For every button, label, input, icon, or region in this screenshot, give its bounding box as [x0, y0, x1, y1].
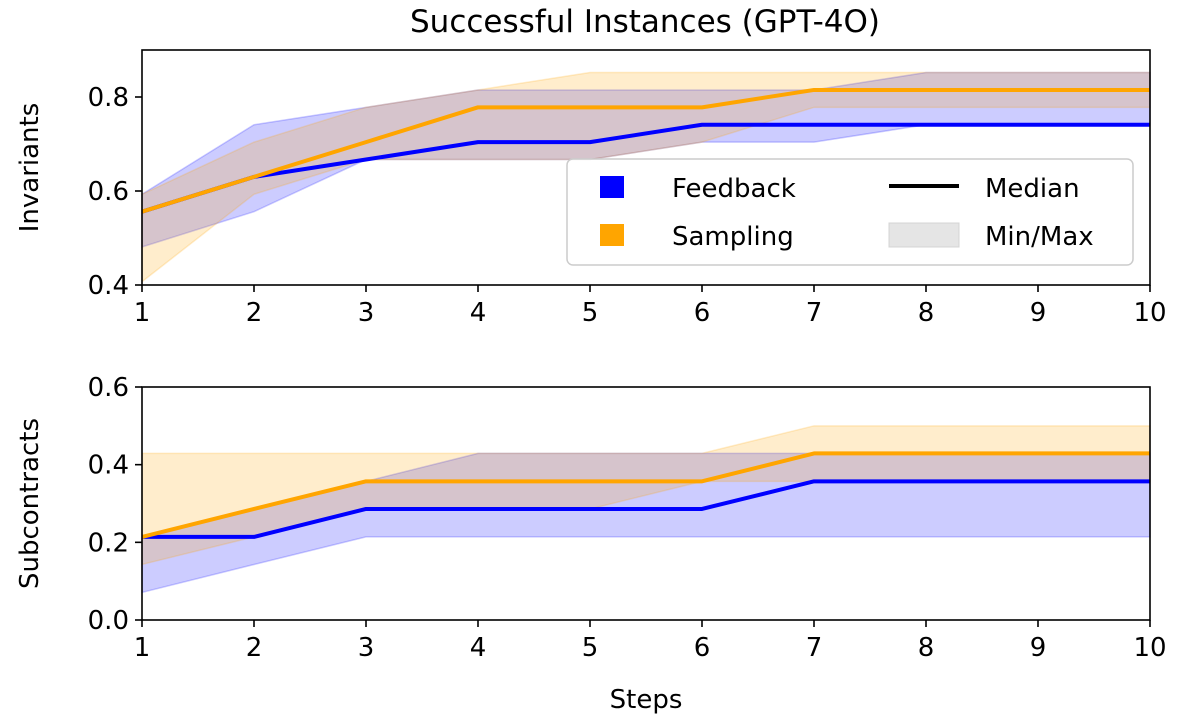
y-axis-label: Invariants	[15, 103, 45, 233]
y-tick-label: 0.2	[88, 528, 129, 558]
x-tick-label: 3	[358, 633, 375, 663]
legend-feedback-label: Feedback	[672, 174, 796, 204]
x-tick-label: 7	[806, 298, 823, 328]
y-axis-label: Subcontracts	[15, 418, 45, 589]
chart-title: Successful Instances (GPT-4O)	[410, 4, 880, 40]
x-tick-label: 1	[134, 298, 151, 328]
feedback-median-line	[141, 122, 1150, 214]
x-tick-label: 6	[694, 633, 711, 663]
legend-frame	[566, 158, 1134, 266]
x-tick-label: 5	[582, 633, 599, 663]
x-tick-label: 2	[246, 298, 263, 328]
axes-frame	[141, 386, 1151, 621]
x-tick-label: 7	[806, 633, 823, 663]
sampling-median-line	[141, 87, 1150, 214]
legend-minmax-label: Min/Max	[985, 222, 1094, 252]
legend-minmax-swatch	[888, 222, 960, 248]
x-tick-label: 5	[582, 298, 599, 328]
y-tick-label: 0.4	[88, 271, 129, 301]
legend-feedback-swatch	[600, 176, 624, 198]
legend: Feedback Sampling Median Min/Max	[566, 158, 1134, 266]
x-tick-label: 10	[1133, 633, 1166, 663]
legend-sampling-label: Sampling	[672, 222, 794, 252]
x-tick-label: 2	[246, 633, 263, 663]
legend-sampling-swatch	[600, 224, 624, 246]
x-tick-label: 8	[918, 298, 935, 328]
x-tick-label: 8	[918, 633, 935, 663]
x-tick-label: 3	[358, 298, 375, 328]
x-tick-label: 10	[1133, 298, 1166, 328]
x-axis-label: Steps	[610, 685, 683, 715]
x-tick-label: 9	[1030, 298, 1047, 328]
invariants-panel: 1 2 3 4 5 6 7 8 9 10 0.4 0.6 0.8 Invariants	[15, 49, 1167, 328]
legend-median-label: Median	[985, 174, 1080, 204]
x-tick-label: 9	[1030, 633, 1047, 663]
y-tick-label: 0.6	[88, 373, 129, 403]
x-tick-label: 6	[694, 298, 711, 328]
y-tick-label: 0.4	[88, 451, 129, 481]
x-tick-label: 1	[134, 633, 151, 663]
y-tick-label: 0.6	[88, 177, 129, 207]
feedback-median-line	[142, 479, 1150, 539]
subcontracts-panel: 1 2 3 4 5 6 7 8 9 10 0.0 0.2 0.4 0.6 Subcontracts Steps	[15, 373, 1167, 715]
y-tick-label: 0.0	[88, 606, 129, 636]
x-tick-label: 4	[470, 298, 487, 328]
y-tick-label: 0.8	[88, 83, 129, 113]
x-tick-label: 4	[470, 633, 487, 663]
axes-frame	[141, 49, 1151, 286]
sampling-median-line	[141, 451, 1150, 539]
